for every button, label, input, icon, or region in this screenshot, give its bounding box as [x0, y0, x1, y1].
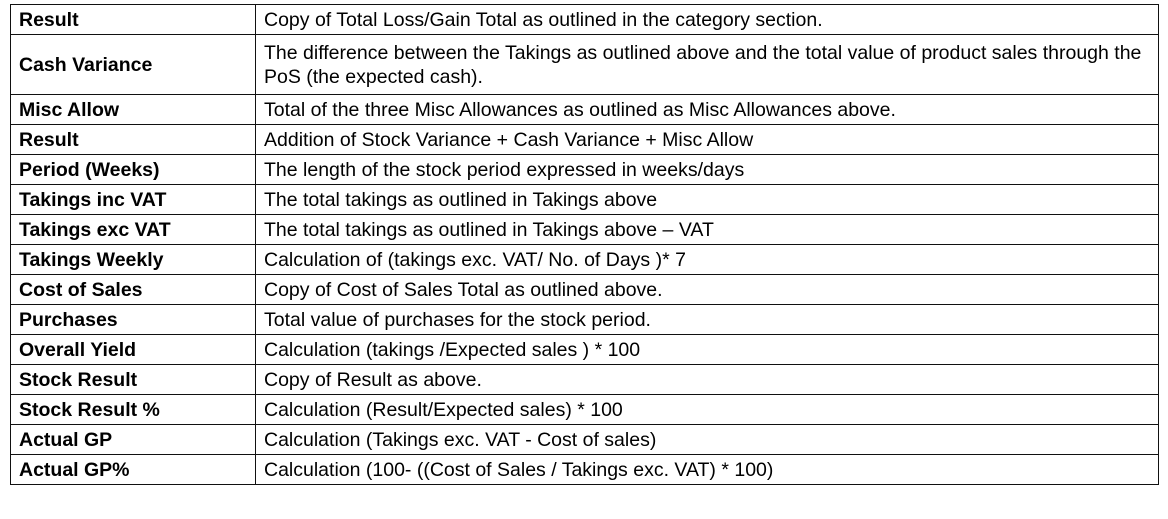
term-cell: Result	[10, 4, 256, 35]
description-cell: Calculation (Result/Expected sales) * 10…	[255, 394, 1159, 425]
table-row: Result Addition of Stock Variance + Cash…	[10, 124, 1159, 155]
table-row: Stock Result % Calculation (Result/Expec…	[10, 394, 1159, 425]
description-cell: Calculation (takings /Expected sales ) *…	[255, 334, 1159, 365]
description-cell: The length of the stock period expressed…	[255, 154, 1159, 185]
term-cell: Purchases	[10, 304, 256, 335]
table-row: Takings inc VAT The total takings as out…	[10, 184, 1159, 215]
description-cell: Copy of Total Loss/Gain Total as outline…	[255, 4, 1159, 35]
description-cell: Addition of Stock Variance + Cash Varian…	[255, 124, 1159, 155]
term-cell: Takings inc VAT	[10, 184, 256, 215]
table-row: Cost of Sales Copy of Cost of Sales Tota…	[10, 274, 1159, 305]
table-row: Takings Weekly Calculation of (takings e…	[10, 244, 1159, 275]
description-cell: Total value of purchases for the stock p…	[255, 304, 1159, 335]
table-row: Cash Variance The difference between the…	[10, 34, 1159, 95]
term-cell: Misc Allow	[10, 94, 256, 125]
description-cell: The total takings as outlined in Takings…	[255, 184, 1159, 215]
table-row: Actual GP% Calculation (100- ((Cost of S…	[10, 454, 1159, 485]
description-cell: Total of the three Misc Allowances as ou…	[255, 94, 1159, 125]
description-cell: Calculation (Takings exc. VAT - Cost of …	[255, 424, 1159, 455]
description-cell: The difference between the Takings as ou…	[255, 34, 1159, 95]
table-row: Actual GP Calculation (Takings exc. VAT …	[10, 424, 1159, 455]
table-row: Period (Weeks) The length of the stock p…	[10, 154, 1159, 185]
term-cell: Cash Variance	[10, 34, 256, 95]
term-cell: Stock Result	[10, 364, 256, 395]
table-row: Overall Yield Calculation (takings /Expe…	[10, 334, 1159, 365]
term-cell: Period (Weeks)	[10, 154, 256, 185]
term-cell: Actual GP	[10, 424, 256, 455]
term-cell: Takings exc VAT	[10, 214, 256, 245]
table-row: Takings exc VAT The total takings as out…	[10, 214, 1159, 245]
description-cell: The total takings as outlined in Takings…	[255, 214, 1159, 245]
term-cell: Overall Yield	[10, 334, 256, 365]
term-cell: Stock Result %	[10, 394, 256, 425]
term-cell: Takings Weekly	[10, 244, 256, 275]
definitions-table: Result Copy of Total Loss/Gain Total as …	[10, 4, 1159, 485]
table-row: Result Copy of Total Loss/Gain Total as …	[10, 4, 1159, 35]
table-row: Stock Result Copy of Result as above.	[10, 364, 1159, 395]
description-cell: Calculation (100- ((Cost of Sales / Taki…	[255, 454, 1159, 485]
table-row: Purchases Total value of purchases for t…	[10, 304, 1159, 335]
term-cell: Actual GP%	[10, 454, 256, 485]
table-row: Misc Allow Total of the three Misc Allow…	[10, 94, 1159, 125]
term-cell: Cost of Sales	[10, 274, 256, 305]
term-cell: Result	[10, 124, 256, 155]
description-cell: Calculation of (takings exc. VAT/ No. of…	[255, 244, 1159, 275]
description-cell: Copy of Cost of Sales Total as outlined …	[255, 274, 1159, 305]
description-cell: Copy of Result as above.	[255, 364, 1159, 395]
